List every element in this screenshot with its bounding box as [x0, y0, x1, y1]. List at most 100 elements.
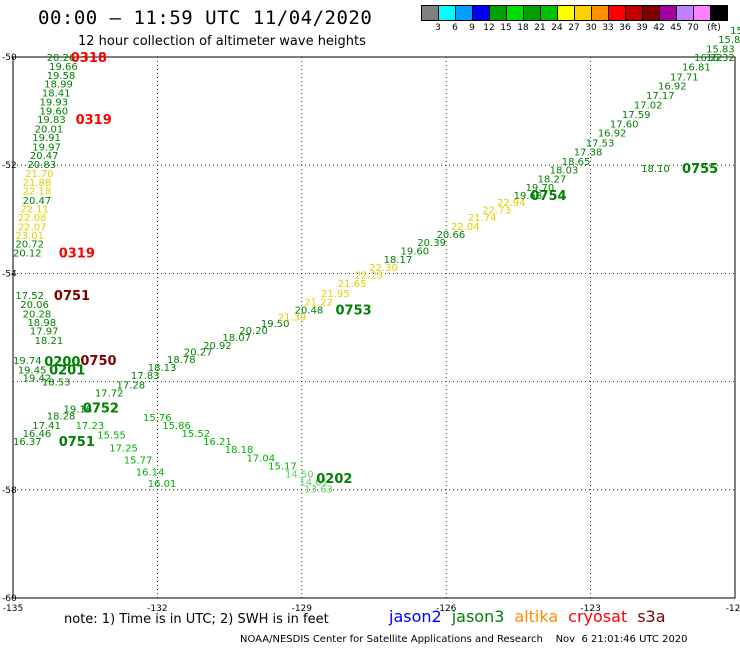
legend-label: 24 [551, 23, 563, 33]
wave-height-label: 20.26 [47, 53, 76, 64]
pass-time-label: 0201 [49, 364, 85, 379]
wave-height-label: 19.83 [37, 115, 66, 126]
wave-height-label: 16.37 [13, 437, 42, 448]
satellite-legend: jason2 jason3 altika cryosat s3a [389, 607, 676, 626]
legend-swatch [456, 6, 473, 20]
wave-height-label: 22.94 [497, 198, 526, 209]
lat-tick-label: -50 [2, 53, 17, 63]
footer-note: note: 1) Time is in UTC; 2) SWH is in fe… [64, 612, 329, 627]
wave-height-label: 18.27 [538, 175, 567, 186]
pass-time-label: 0751 [54, 289, 90, 304]
wave-height-label: 23.01 [15, 231, 44, 242]
pass-time-label: 0753 [335, 304, 371, 319]
wave-height-label: 20.47 [23, 196, 52, 207]
legend-swatch [473, 6, 490, 20]
wave-height-label: 17.04 [246, 453, 275, 464]
wave-height-label: 15.52 [181, 429, 210, 440]
wave-height-label: 20.92 [203, 341, 232, 352]
wave-height-label: 19.70 [526, 183, 555, 194]
legend-swatch [677, 6, 694, 20]
wave-height-label: 15.83 [706, 44, 735, 55]
satellite-name-altika: altika [514, 607, 559, 626]
lat-tick-label: -54 [2, 269, 17, 279]
pass-time-label: 0755 [682, 162, 718, 177]
pass-time-label: 0200 [44, 355, 80, 370]
legend-swatch [439, 6, 456, 20]
wave-height-label: 18.41 [42, 89, 71, 100]
wave-height-label: 17.28 [116, 380, 145, 391]
legend-labels: 3 6 9 12 15 18 21 24 27 30 33 36 39 42 45 70 (ft) [421, 21, 728, 33]
wave-height-label: 18.28 [47, 412, 76, 423]
wave-height-label: 19.42 [23, 373, 52, 384]
wave-height-label: 22.18 [23, 187, 52, 198]
wave-height-label: 16.14 [136, 467, 165, 478]
pass-time-label: 0319 [59, 246, 95, 261]
satellite-name-s3a: s3a [637, 607, 666, 626]
page-title: 00:00 – 11:59 UTC 11/04/2020 [38, 7, 373, 29]
legend-swatch [541, 6, 558, 20]
wave-height-label: 20.39 [417, 238, 446, 249]
wave-height-label: 17.97 [30, 327, 59, 338]
pass-time-label: 0751 [59, 435, 95, 450]
legend-swatch [490, 6, 507, 20]
legend-swatch [694, 6, 711, 20]
wave-height-label: 18.13 [148, 363, 177, 374]
wave-height-label: 16.22 [694, 53, 723, 64]
wave-height-label: 22.08 [18, 213, 47, 224]
satellite-name-jason3: jason3 [451, 607, 505, 626]
wave-height-label: 15.77 [124, 456, 153, 467]
legend-label: 39 [636, 23, 648, 33]
wave-height-label: 15.17 [268, 461, 297, 472]
lon-tick-label: -126 [436, 604, 457, 614]
legend-label: 42 [653, 23, 665, 33]
wave-height-label: 20.06 [20, 300, 49, 311]
wave-height-label: 17.59 [622, 110, 651, 121]
wave-height-label: 22.23 [355, 270, 384, 281]
map-frame [12, 56, 736, 599]
wave-height-label: 18.18 [225, 445, 254, 456]
wave-height-label: 19.74 [13, 356, 42, 367]
wave-height-label: 21.74 [468, 213, 497, 224]
wave-height-label: 17.60 [610, 120, 639, 131]
wave-height-label: 19.93 [39, 97, 68, 108]
wave-height-label: 21.95 [321, 289, 350, 300]
wave-height-label: 19.66 [49, 62, 78, 73]
wave-height-label: 20.12 [13, 248, 42, 259]
wave-height-label: 16.21 [203, 437, 232, 448]
legend-swatch [609, 6, 626, 20]
wave-height-label: 18.98 [27, 318, 56, 329]
lon-tick-label: -123 [580, 604, 600, 614]
pass-time-label: 0752 [83, 402, 119, 417]
wave-height-label: 15.55 [97, 431, 126, 442]
pass-time-label: 0750 [80, 354, 116, 369]
legend-label: 45 [670, 23, 682, 33]
page-subtitle: 12 hour collection of altimeter wave hei… [78, 34, 366, 49]
wave-height-label: 17.72 [95, 388, 124, 399]
legend-swatch [660, 6, 677, 20]
wave-height-label: 16.46 [23, 429, 52, 440]
wave-height-label: 14.50 [285, 470, 314, 481]
wave-height-label: 20.01 [35, 124, 64, 135]
lat-tick-label: -60 [2, 594, 17, 604]
legend-label: 27 [568, 23, 580, 33]
satellite-name-jason2: jason2 [389, 607, 442, 626]
wave-height-label: 18.99 [44, 80, 73, 91]
pass-time-label: 0319 [76, 113, 112, 128]
wave-height-label: 19.50 [261, 319, 290, 330]
legend-label: 18 [517, 23, 529, 33]
wave-height-label: 17.02 [634, 101, 663, 112]
wave-height-label: 17.53 [586, 138, 615, 149]
wave-height-label: 17.41 [32, 421, 61, 432]
legend-swatch [626, 6, 643, 20]
pass-time-label: 0318 [71, 51, 107, 66]
wave-height-label: 19.58 [47, 71, 76, 82]
wave-height-label: 16.01 [148, 479, 177, 490]
wave-height-label: 16.32 [706, 53, 735, 64]
wave-height-label: 19.91 [32, 133, 61, 144]
wave-height-label: 15.93 [730, 26, 740, 37]
wave-height-label: 18.53 [42, 378, 71, 389]
wave-height-label: 21.88 [23, 178, 52, 189]
legend-swatch [524, 6, 541, 20]
wave-height-label: 14.61 [299, 478, 328, 489]
legend-label: 12 [483, 23, 495, 33]
